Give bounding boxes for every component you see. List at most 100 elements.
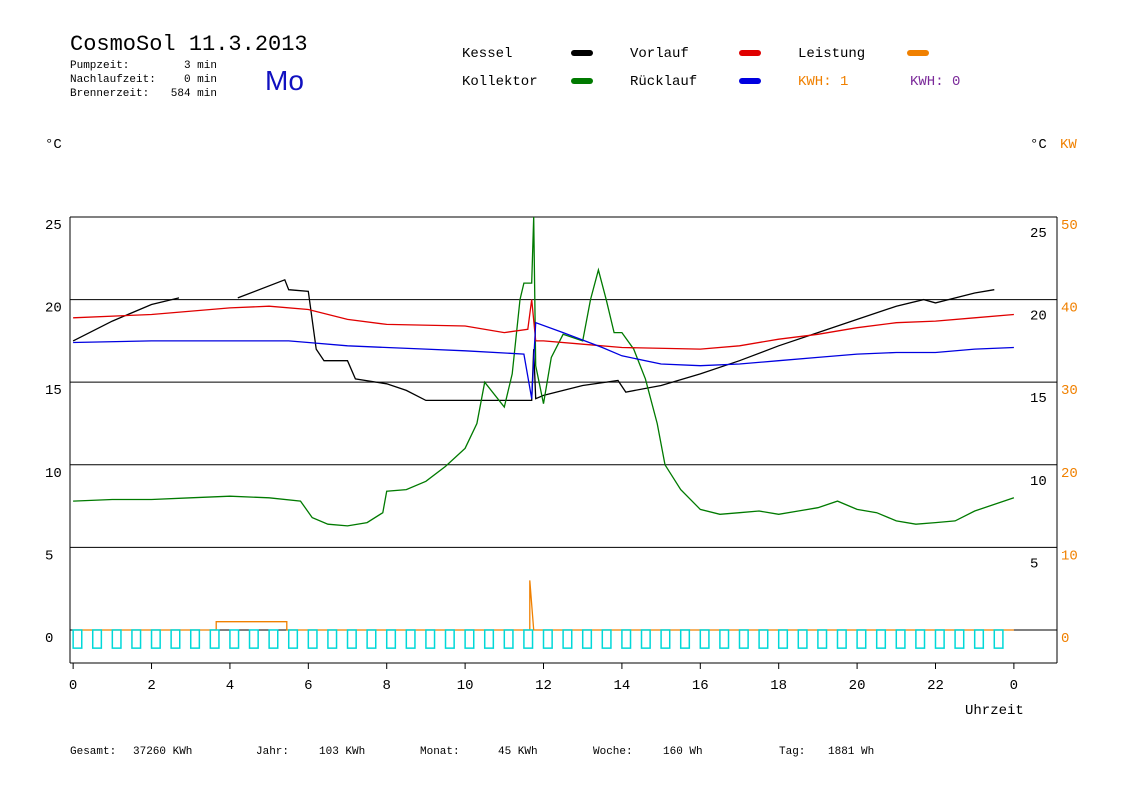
pump-pulse (189, 629, 201, 649)
pump-pulse (621, 629, 632, 649)
y-axis-label: °C (45, 137, 62, 153)
pump-pulse (856, 629, 867, 649)
x-tick-label: 0 (69, 678, 77, 694)
footer-value: 1881 Wh (828, 746, 874, 758)
pump-pulse (758, 629, 769, 649)
pump-pulse (91, 629, 103, 649)
pump-pulse (836, 629, 847, 649)
x-tick-label: 20 (849, 678, 866, 694)
pump-pulse (72, 629, 83, 649)
info-value: 3 min (184, 60, 217, 72)
pump-pulse (464, 629, 475, 649)
y2-tick-label: 20 (1061, 466, 1078, 482)
x-tick-label: 18 (770, 678, 787, 694)
y2-tick-label: 10 (1061, 548, 1078, 564)
pump-pulse (366, 629, 377, 649)
x-tick-label: 22 (927, 678, 944, 694)
series-line (73, 321, 1014, 399)
pump-pulse (817, 629, 828, 649)
pump-pulse (915, 629, 926, 649)
pump-pulse (503, 629, 514, 649)
y2-tick-label: 0 (1061, 631, 1069, 647)
pump-pulse (562, 629, 573, 649)
pump-pulse (581, 629, 593, 649)
pump-pulse (738, 629, 749, 649)
y-tick-label: 5 (45, 548, 53, 564)
series-line (73, 299, 1014, 350)
y2-tick-label: 30 (1061, 383, 1078, 399)
x-tick-label: 4 (226, 678, 234, 694)
kwh-label: KWH: 0 (910, 74, 960, 90)
x-tick-label: 12 (535, 678, 552, 694)
footer-label: Jahr: (256, 746, 289, 758)
pump-pulse (483, 629, 495, 649)
pump-pulse (895, 629, 906, 649)
pump-pulse (150, 629, 161, 649)
weekday: Mo (265, 65, 304, 96)
pump-pulse (385, 629, 397, 649)
pump-pulse (954, 629, 965, 649)
footer-value: 103 KWh (319, 746, 365, 758)
pump-pulse (425, 629, 436, 649)
pump-pulse (307, 629, 318, 649)
x-tick-label: 10 (457, 678, 474, 694)
legend-label: Rücklauf (630, 74, 697, 90)
y2-axis-label: KW (1060, 137, 1077, 153)
series-line (73, 216, 1015, 527)
pump-pulse (973, 629, 985, 649)
y-tick-label-right: 5 (1030, 556, 1038, 572)
footer-label: Woche: (593, 746, 633, 758)
series-line (73, 580, 1014, 631)
info-value: 584 min (171, 88, 217, 100)
footer-value: 160 Wh (663, 746, 703, 758)
pump-pulse (934, 629, 945, 649)
pump-pulse (111, 629, 122, 649)
footer-value: 45 KWh (498, 746, 538, 758)
y2-tick-label: 40 (1061, 301, 1078, 317)
pump-pulse (542, 629, 553, 649)
y-tick-label: 0 (45, 631, 53, 647)
x-tick-label: 14 (613, 678, 630, 694)
info-value: 0 min (184, 74, 217, 86)
pump-pulse (444, 629, 455, 649)
pump-pulse (346, 629, 357, 649)
x-axis-label: Uhrzeit (965, 703, 1024, 719)
y-tick-label: 20 (45, 301, 62, 317)
pump-pulse (993, 629, 1004, 649)
pump-pulse (875, 629, 887, 649)
chart-title: CosmoSol 11.3.2013 (70, 32, 308, 57)
pump-pulse (287, 629, 299, 649)
pump-pulse (248, 629, 259, 649)
y2-tick-label: 50 (1061, 218, 1078, 234)
info-label: Brennerzeit: (70, 88, 149, 100)
pump-pulse (229, 629, 240, 649)
pump-pulse (523, 629, 534, 649)
x-tick-label: 6 (304, 678, 312, 694)
legend-label: Vorlauf (630, 46, 689, 62)
pump-pulse (327, 629, 338, 649)
pump-pulse (679, 629, 691, 649)
pump-pulse (719, 629, 730, 649)
pump-pulse (660, 629, 671, 649)
pump-pulse (777, 629, 789, 649)
legend-label: Kollektor (462, 74, 538, 90)
legend-label: Kessel (462, 46, 512, 62)
info-label: Nachlaufzeit: (70, 74, 156, 86)
pump-pulse (797, 629, 808, 649)
y-tick-label-right: 15 (1030, 391, 1047, 407)
kwh-label: KWH: 1 (798, 74, 848, 90)
footer-label: Gesamt: (70, 746, 116, 758)
footer-label: Monat: (420, 746, 460, 758)
y-tick-label: 25 (45, 218, 62, 234)
legend-label: Leistung (798, 46, 865, 62)
pump-pulse (601, 629, 612, 649)
series-line (72, 278, 995, 402)
y-tick-label: 10 (45, 466, 62, 482)
pump-pulse (405, 629, 416, 649)
x-tick-label: 2 (147, 678, 155, 694)
pump-pulse (640, 629, 651, 649)
x-tick-label: 16 (692, 678, 709, 694)
footer-value: 37260 KWh (133, 746, 192, 758)
pump-pulse (131, 629, 142, 649)
